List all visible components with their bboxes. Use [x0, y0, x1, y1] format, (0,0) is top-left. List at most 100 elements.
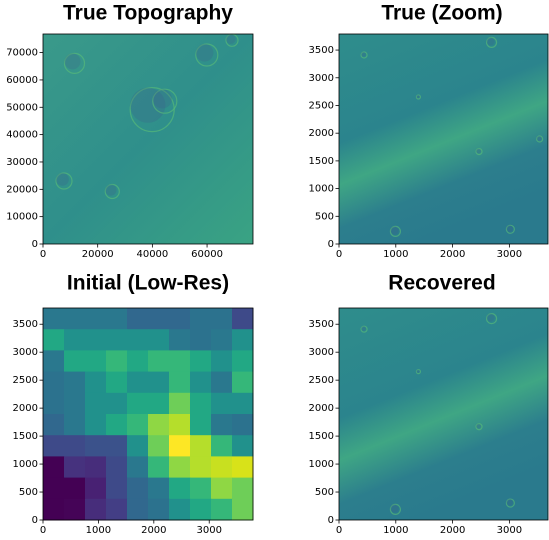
y-tick-label: 60000 — [6, 75, 38, 86]
heatmap-cell — [64, 372, 86, 394]
image-background — [339, 34, 548, 244]
heatmap-cell — [64, 329, 86, 351]
heatmap-cell — [64, 308, 86, 330]
x-tick-label: 3000 — [497, 525, 522, 536]
heatmap-cell — [127, 478, 149, 500]
heatmap-cell — [64, 456, 86, 478]
heatmap-cell — [106, 329, 128, 351]
y-tick-label: 2500 — [309, 100, 334, 111]
crater-shadow — [506, 499, 512, 505]
crater-shadow — [226, 34, 236, 44]
heatmap-cell — [148, 350, 170, 372]
panel-image — [339, 308, 548, 520]
heatmap-cell — [64, 393, 86, 415]
heatmap-cell — [232, 308, 254, 330]
heatmap-cell — [43, 372, 65, 394]
crater-shadow — [416, 95, 419, 98]
heatmap-cell — [232, 499, 254, 521]
heatmap-cell — [169, 414, 191, 436]
heatmap-cell — [211, 308, 233, 330]
heatmap-cell — [148, 499, 170, 521]
image-background — [339, 308, 548, 520]
heatmap-cell — [43, 350, 65, 372]
x-tick-label: 40000 — [136, 249, 168, 260]
heatmap-cell — [106, 456, 128, 478]
y-tick-label: 2500 — [309, 375, 334, 386]
heatmap-cell — [43, 499, 65, 521]
heatmap-cell — [64, 499, 86, 521]
heatmap-cell — [64, 435, 86, 457]
y-tick-label: 3500 — [13, 319, 38, 330]
heatmap-cell — [43, 478, 65, 500]
heatmap-cell — [190, 435, 212, 457]
y-tick-label: 70000 — [6, 48, 38, 59]
heatmap-cell — [232, 393, 254, 415]
heatmap-cell — [169, 435, 191, 457]
heatmap-cell — [148, 393, 170, 415]
heatmap-cell — [106, 350, 128, 372]
heatmap-cell — [169, 478, 191, 500]
heatmap-cell — [211, 499, 233, 521]
heatmap-cell — [211, 393, 233, 415]
heatmap-cell — [85, 350, 107, 372]
heatmap-cell — [169, 499, 191, 521]
heatmap-cell — [127, 329, 149, 351]
y-tick-label: 1000 — [309, 184, 334, 195]
y-tick-label: 50000 — [6, 102, 38, 113]
heatmap-cell — [127, 372, 149, 394]
heatmap-cell — [85, 308, 107, 330]
heatmap-cell — [127, 435, 149, 457]
crater-shadow — [487, 37, 495, 45]
heatmap-cell — [232, 435, 254, 457]
heatmap-cell — [232, 414, 254, 436]
heatmap-cell — [190, 308, 212, 330]
x-tick-label: 0 — [336, 525, 342, 536]
y-tick-label: 1500 — [309, 156, 334, 167]
heatmap-cell — [190, 456, 212, 478]
heatmap-cell — [190, 499, 212, 521]
y-tick-label: 2500 — [13, 375, 38, 386]
y-tick-label: 40000 — [6, 130, 38, 141]
heatmap-cell — [43, 393, 65, 415]
y-tick-label: 20000 — [6, 184, 38, 195]
heatmap-cell — [211, 350, 233, 372]
heatmap-cell — [43, 329, 65, 351]
heatmap-cell — [127, 350, 149, 372]
heatmap-cell — [85, 329, 107, 351]
heatmap-cell — [190, 393, 212, 415]
y-tick-label: 500 — [315, 211, 334, 222]
y-tick-label: 2000 — [309, 403, 334, 414]
heatmap-cell — [169, 372, 191, 394]
heatmap-cell — [169, 456, 191, 478]
crater-shadow — [65, 53, 81, 69]
heatmap-cell — [169, 329, 191, 351]
x-tick-label: 1000 — [383, 249, 408, 260]
heatmap-cell — [106, 414, 128, 436]
y-tick-label: 2000 — [13, 403, 38, 414]
y-tick-label: 500 — [315, 487, 334, 498]
crater-shadow — [390, 226, 398, 234]
heatmap-cell — [148, 414, 170, 436]
crater-shadow — [361, 52, 366, 57]
heatmap-cell — [106, 478, 128, 500]
heatmap-cell — [169, 350, 191, 372]
heatmap-cell — [190, 414, 212, 436]
x-tick-label: 0 — [40, 525, 46, 536]
y-tick-label: 0 — [328, 515, 334, 526]
heatmap-cell — [232, 456, 254, 478]
y-tick-label: 1000 — [309, 459, 334, 470]
heatmap-cell — [232, 478, 254, 500]
x-tick-label: 0 — [40, 249, 46, 260]
heatmap-cell — [148, 329, 170, 351]
y-tick-label: 2000 — [309, 128, 334, 139]
y-tick-label: 0 — [32, 515, 38, 526]
heatmap-cell — [64, 414, 86, 436]
heatmap-cell — [106, 308, 128, 330]
crater-shadow — [153, 89, 172, 108]
heatmap-cell — [85, 478, 107, 500]
y-tick-label: 1500 — [309, 431, 334, 442]
heatmap-cell — [43, 308, 65, 330]
heatmap-cell — [190, 329, 212, 351]
x-tick-label: 60000 — [191, 249, 223, 260]
y-tick-label: 3000 — [309, 347, 334, 358]
